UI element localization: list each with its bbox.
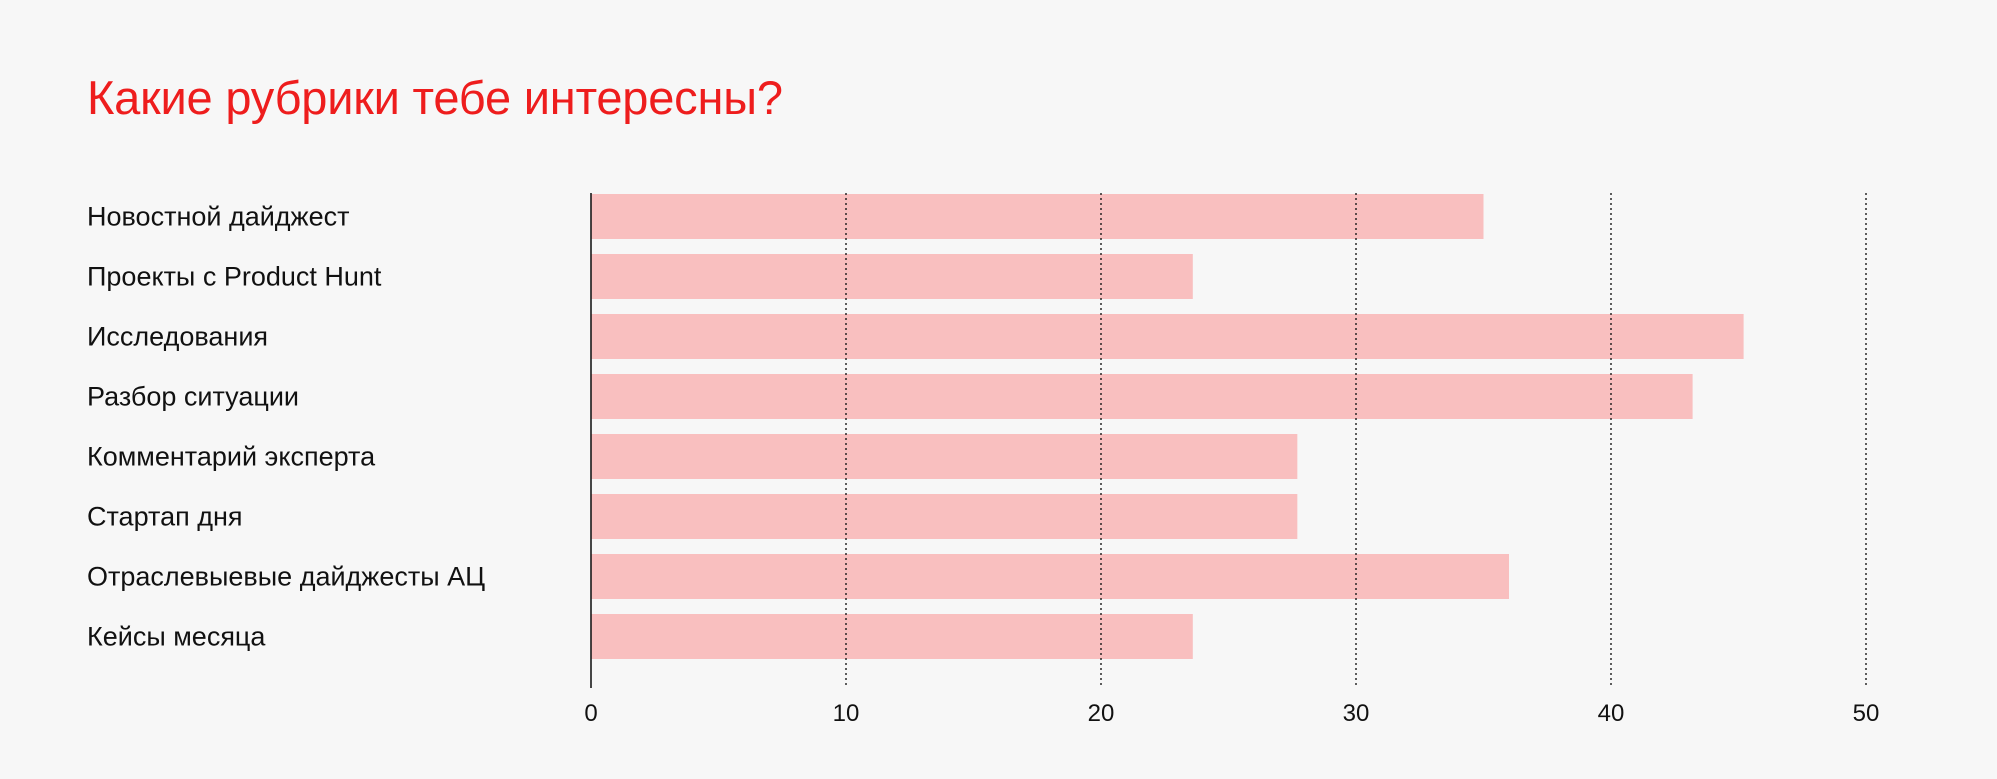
bar — [591, 614, 1193, 659]
category-label: Кейсы месяца — [87, 622, 266, 652]
category-label: Новостной дайджест — [87, 202, 350, 232]
category-label: Комментарий эксперта — [87, 442, 376, 472]
bar — [591, 314, 1744, 359]
bar — [591, 434, 1298, 479]
bar — [591, 554, 1509, 599]
chart-title: Какие рубрики тебе интересны? — [87, 71, 783, 124]
tick-label: 50 — [1853, 700, 1880, 727]
bar — [591, 194, 1484, 239]
category-label: Исследования — [87, 322, 268, 352]
tick-label: 10 — [833, 700, 860, 727]
tick-label: 0 — [584, 700, 597, 727]
category-label: Отраслевыевые дайджесты АЦ — [87, 562, 485, 592]
bar — [591, 494, 1298, 539]
category-label: Разбор ситуации — [87, 382, 299, 412]
bar — [591, 374, 1693, 419]
category-label: Стартап дня — [87, 502, 243, 532]
bar — [591, 254, 1193, 299]
tick-label: 20 — [1088, 700, 1115, 727]
category-label: Проекты с Product Hunt — [87, 262, 382, 292]
tick-label: 30 — [1343, 700, 1370, 727]
tick-label: 40 — [1598, 700, 1625, 727]
